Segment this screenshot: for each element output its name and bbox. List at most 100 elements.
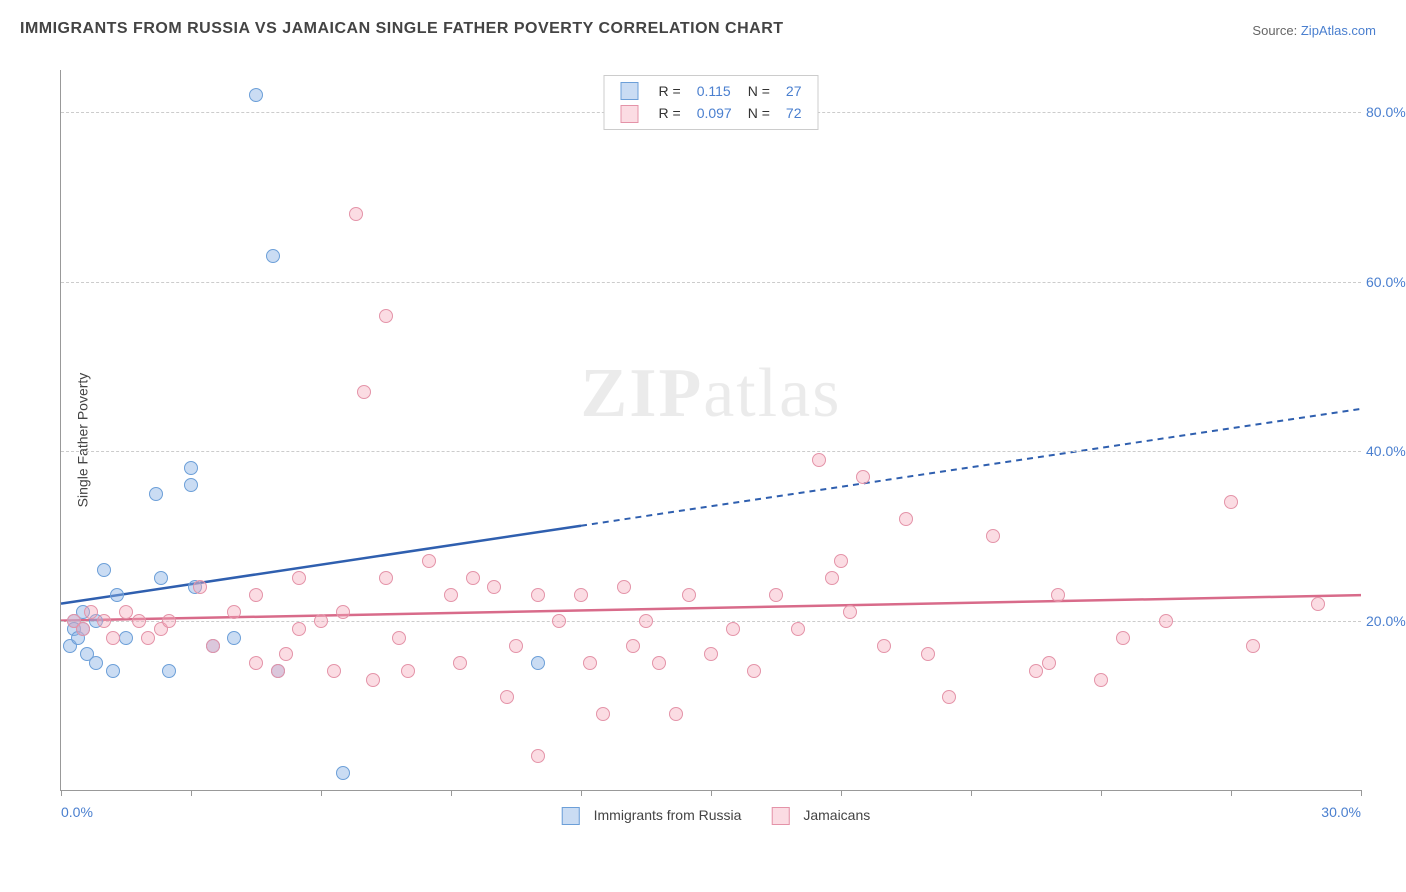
data-point: [132, 614, 146, 628]
data-point: [1029, 664, 1043, 678]
data-point: [509, 639, 523, 653]
data-point: [596, 707, 610, 721]
data-point: [184, 461, 198, 475]
trend-lines-svg: [61, 70, 1361, 790]
data-point: [531, 588, 545, 602]
correlation-legend: R =0.115N =27R =0.097N =72: [604, 75, 819, 130]
data-point: [466, 571, 480, 585]
data-point: [487, 580, 501, 594]
data-point: [856, 470, 870, 484]
data-point: [97, 563, 111, 577]
x-tick-mark: [321, 790, 322, 796]
data-point: [682, 588, 696, 602]
data-point: [141, 631, 155, 645]
grid-line: [61, 282, 1361, 283]
chart-title: IMMIGRANTS FROM RUSSIA VS JAMAICAN SINGL…: [20, 20, 784, 38]
x-tick-mark: [711, 790, 712, 796]
data-point: [119, 631, 133, 645]
data-point: [336, 766, 350, 780]
legend-row: R =0.115N =27: [613, 80, 810, 102]
data-point: [825, 571, 839, 585]
data-point: [227, 631, 241, 645]
data-point: [583, 656, 597, 670]
data-point: [1051, 588, 1065, 602]
data-point: [652, 656, 666, 670]
data-point: [531, 656, 545, 670]
data-point: [379, 571, 393, 585]
data-point: [249, 88, 263, 102]
data-point: [1042, 656, 1056, 670]
data-point: [669, 707, 683, 721]
data-point: [392, 631, 406, 645]
source-link[interactable]: ZipAtlas.com: [1301, 23, 1376, 38]
data-point: [552, 614, 566, 628]
data-point: [76, 622, 90, 636]
data-point: [812, 453, 826, 467]
data-point: [292, 622, 306, 636]
grid-line: [61, 451, 1361, 452]
data-point: [626, 639, 640, 653]
data-point: [227, 605, 241, 619]
x-tick-mark: [1361, 790, 1362, 796]
data-point: [184, 478, 198, 492]
data-point: [97, 614, 111, 628]
plot-area: ZIPatlas R =0.115N =27R =0.097N =72 Immi…: [60, 70, 1361, 791]
data-point: [1224, 495, 1238, 509]
data-point: [791, 622, 805, 636]
x-tick-mark: [1101, 790, 1102, 796]
series-legend: Immigrants from Russia Jamaicans: [542, 807, 881, 825]
data-point: [1094, 673, 1108, 687]
data-point: [106, 631, 120, 645]
data-point: [422, 554, 436, 568]
x-tick-mark: [971, 790, 972, 796]
x-tick-mark: [191, 790, 192, 796]
data-point: [1159, 614, 1173, 628]
y-tick-label: 40.0%: [1366, 443, 1406, 459]
data-point: [843, 605, 857, 619]
legend-item: Immigrants from Russia: [552, 807, 742, 823]
data-point: [89, 656, 103, 670]
data-point: [206, 639, 220, 653]
x-tick-mark: [1231, 790, 1232, 796]
data-point: [366, 673, 380, 687]
data-point: [921, 647, 935, 661]
data-point: [154, 571, 168, 585]
data-point: [149, 487, 163, 501]
data-point: [327, 664, 341, 678]
x-tick-mark: [451, 790, 452, 796]
x-tick-mark: [61, 790, 62, 796]
x-tick-mark: [841, 790, 842, 796]
data-point: [84, 605, 98, 619]
trend-line-solid: [61, 526, 581, 604]
data-point: [574, 588, 588, 602]
data-point: [119, 605, 133, 619]
data-point: [162, 664, 176, 678]
y-tick-label: 20.0%: [1366, 613, 1406, 629]
data-point: [639, 614, 653, 628]
x-tick-mark: [581, 790, 582, 796]
data-point: [379, 309, 393, 323]
data-point: [249, 656, 263, 670]
data-point: [249, 588, 263, 602]
data-point: [726, 622, 740, 636]
data-point: [834, 554, 848, 568]
data-point: [986, 529, 1000, 543]
data-point: [336, 605, 350, 619]
x-tick-label: 30.0%: [1321, 804, 1361, 820]
data-point: [877, 639, 891, 653]
source-attribution: Source: ZipAtlas.com: [1252, 23, 1376, 38]
trend-line-dashed: [581, 409, 1361, 526]
data-point: [357, 385, 371, 399]
data-point: [271, 664, 285, 678]
data-point: [1311, 597, 1325, 611]
data-point: [401, 664, 415, 678]
data-point: [162, 614, 176, 628]
legend-row: R =0.097N =72: [613, 102, 810, 124]
data-point: [704, 647, 718, 661]
source-label: Source:: [1252, 23, 1297, 38]
y-tick-label: 60.0%: [1366, 274, 1406, 290]
data-point: [193, 580, 207, 594]
data-point: [1116, 631, 1130, 645]
data-point: [453, 656, 467, 670]
legend-item: Jamaicans: [761, 807, 870, 823]
